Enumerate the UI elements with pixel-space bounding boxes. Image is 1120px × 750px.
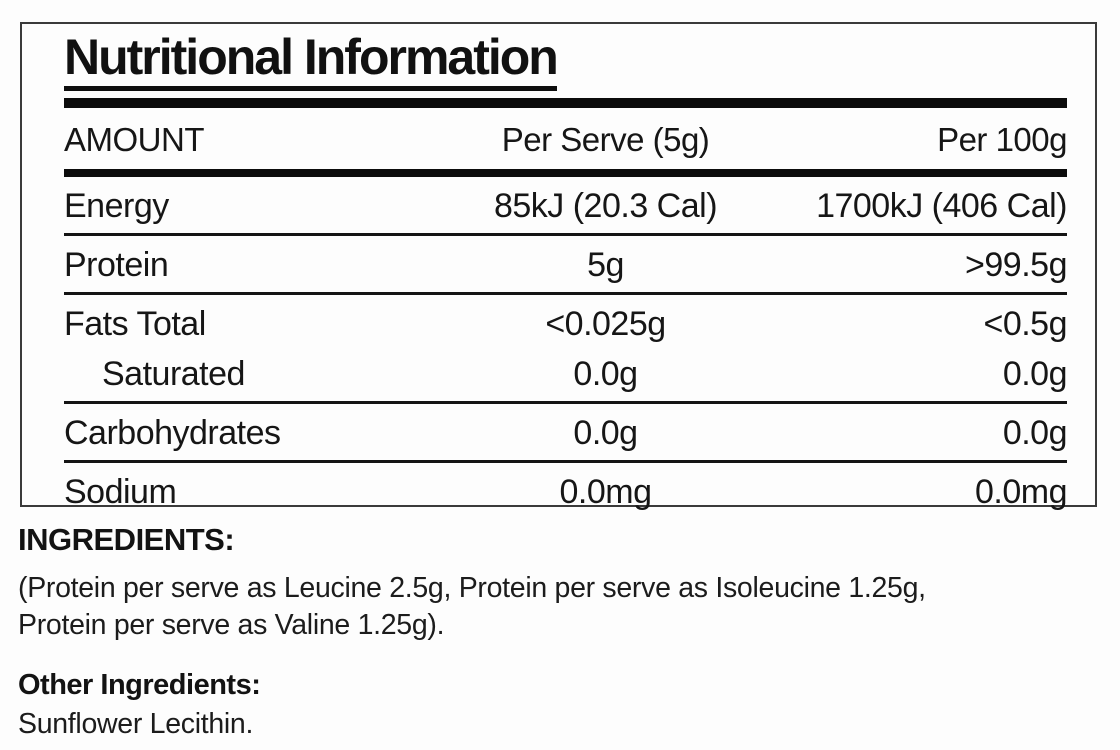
per-100g-value: >99.5g [965,246,1067,284]
row-label: Carbohydrates [64,414,281,452]
table-row-protein: Protein 5g >99.5g [64,236,1068,295]
table-header-row: AMOUNT Per Serve (5g) Per 100g [64,108,1068,169]
ingredients-section: INGREDIENTS: (Protein per serve as Leuci… [18,522,1103,740]
table-row-energy: Energy 85kJ (20.3 Cal) 1700kJ (406 Cal) [64,177,1068,236]
panel-title: Nutritional Information [64,32,1067,91]
table-row-sodium: Sodium 0.0mg 0.0mg [64,463,1068,519]
other-ingredients-heading: Other Ingredients: [18,669,261,701]
header-per-100g: Per 100g [937,121,1067,158]
per-serve-value: 0.0g [573,414,638,452]
per-serve-value: 0.0mg [559,473,653,511]
table-row-fats-total: Fats Total <0.025g <0.5g [64,295,1068,345]
per-serve-value: 0.0g [573,355,638,393]
ingredients-line: (Protein per serve as Leucine 2.5g, Prot… [18,572,926,604]
nutrition-panel: Nutritional Information AMOUNT Per Serve… [20,22,1097,509]
ingredients-body: (Protein per serve as Leucine 2.5g, Prot… [18,570,1103,644]
table-row-fats-saturated: Saturated 0.0g 0.0g [64,345,1068,404]
row-label: Protein [64,246,169,284]
per-100g-value: 0.0g [1002,355,1068,393]
row-label: Fats Total [64,305,206,343]
other-ingredients-line: Sunflower Lecithin. [18,708,254,740]
header-per-serve: Per Serve (5g) [501,121,710,158]
divider-thick-header [64,169,1067,177]
ingredients-line: Protein per serve as Valine 1.25g). [18,609,445,641]
ingredients-heading: INGREDIENTS: [18,522,235,557]
per-serve-value: 85kJ (20.3 Cal) [493,187,718,225]
per-serve-value: <0.025g [545,305,666,343]
per-100g-value: 0.0g [1002,414,1068,452]
per-100g-value: <0.5g [983,305,1067,343]
row-label: Energy [64,187,169,225]
row-label: Saturated [102,355,245,393]
per-100g-value: 1700kJ (406 Cal) [816,187,1067,225]
header-amount: AMOUNT [64,121,205,158]
per-100g-value: 0.0mg [975,473,1068,511]
row-label: Sodium [64,473,177,511]
divider-thick-top [64,98,1067,108]
table-row-carbohydrates: Carbohydrates 0.0g 0.0g [64,404,1068,463]
per-serve-value: 5g [587,246,624,284]
panel-title-text: Nutritional Information [64,32,559,91]
